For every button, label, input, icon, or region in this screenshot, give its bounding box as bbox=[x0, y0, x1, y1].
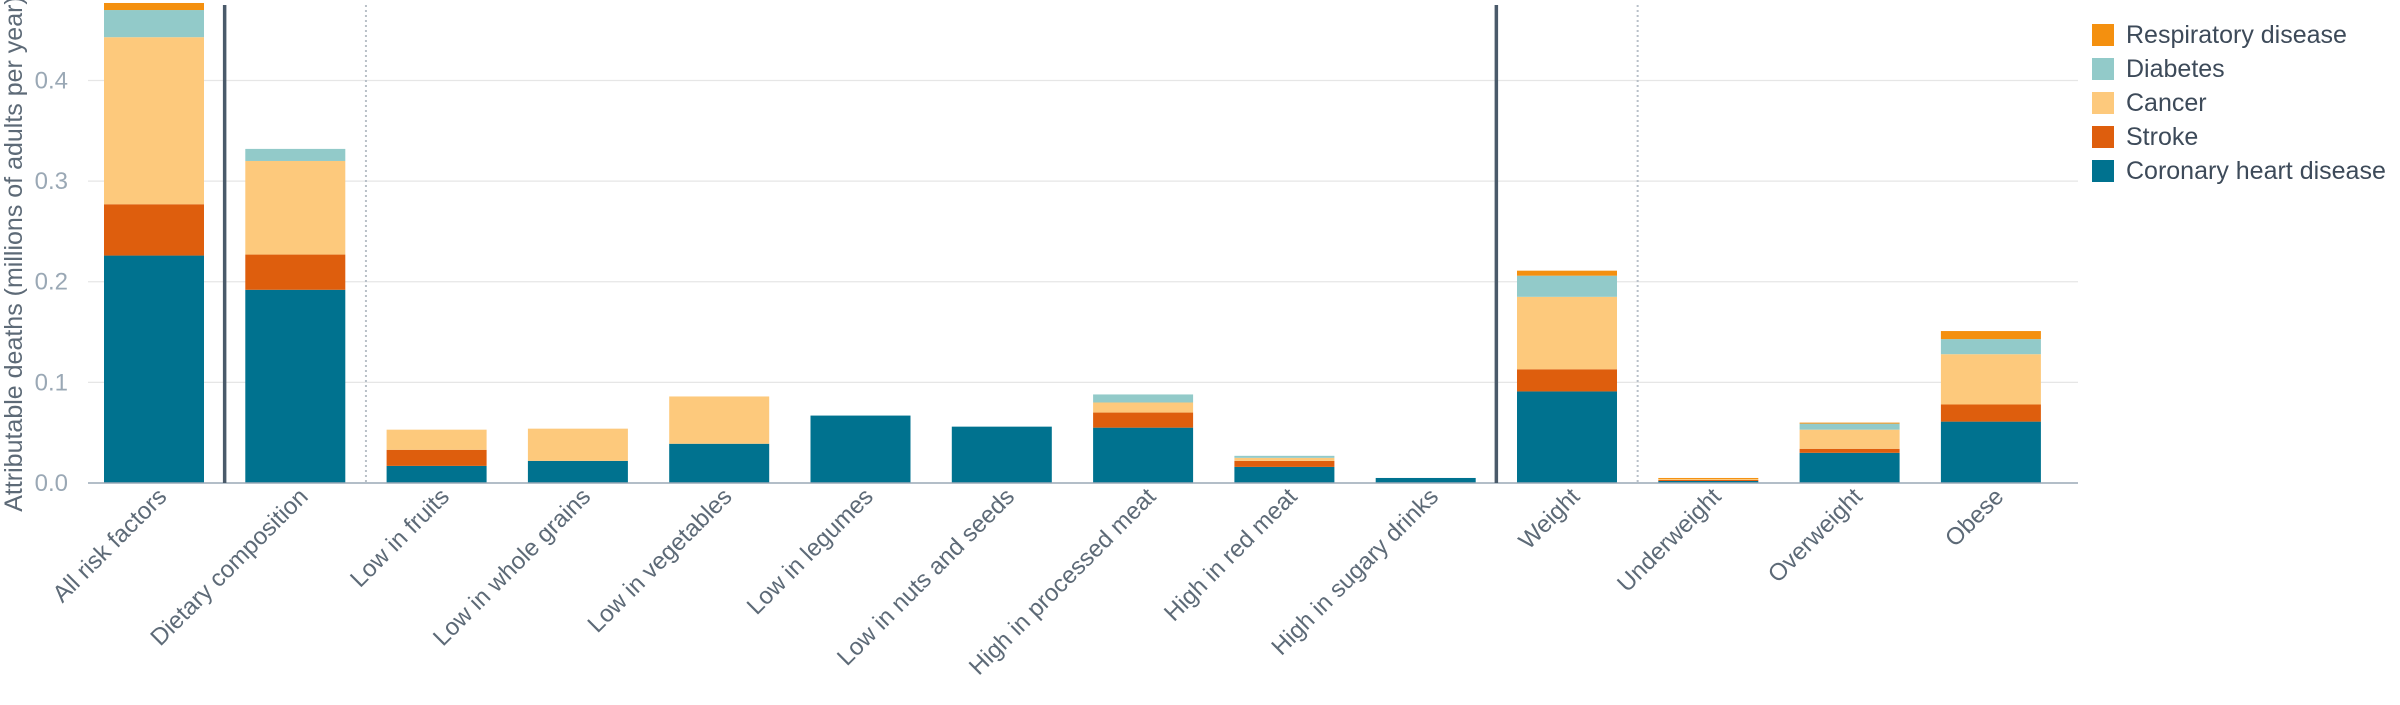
bar-segment bbox=[104, 10, 204, 38]
bar-segment bbox=[104, 255, 204, 483]
legend-label: Stroke bbox=[2126, 122, 2199, 151]
x-tick-label: Low in vegetables bbox=[582, 483, 737, 638]
legend-label: Cancer bbox=[2126, 88, 2207, 117]
bar-segment bbox=[1234, 455, 1335, 458]
bar-segment bbox=[1940, 354, 2041, 405]
bar-segment bbox=[1658, 479, 1759, 481]
bar-segment bbox=[386, 429, 487, 450]
bar-segment bbox=[1517, 270, 1617, 276]
y-tick-label: 0.4 bbox=[35, 67, 68, 94]
bar-segment bbox=[245, 160, 346, 255]
bar-segment bbox=[669, 443, 770, 483]
bar-segment bbox=[527, 428, 628, 461]
bar-segment bbox=[1093, 402, 1194, 413]
bar-segment bbox=[1940, 339, 2041, 355]
y-axis-title: Attributable deaths (millions of adults … bbox=[0, 0, 28, 512]
y-tick-label: 0.2 bbox=[35, 269, 68, 296]
bar-segment bbox=[810, 415, 911, 483]
legend-label: Respiratory disease bbox=[2126, 20, 2347, 49]
x-tick-label: Weight bbox=[1514, 483, 1586, 555]
bar-segment bbox=[1940, 421, 2041, 483]
bar-segment bbox=[669, 396, 770, 444]
legend-item: Coronary heart disease bbox=[2092, 154, 2386, 188]
bar-segment bbox=[245, 289, 346, 483]
bar-segment bbox=[245, 148, 346, 161]
bar-segment bbox=[1093, 427, 1194, 483]
legend-item: Respiratory disease bbox=[2092, 18, 2386, 52]
x-tick-label: Underweight bbox=[1612, 483, 1727, 598]
bar-segment bbox=[245, 254, 346, 290]
bar-segment bbox=[1517, 275, 1617, 297]
x-tick-label: Low in fruits bbox=[345, 483, 455, 593]
bar-segment bbox=[1799, 429, 1900, 449]
legend-label: Coronary heart disease bbox=[2126, 156, 2386, 185]
bar-segment bbox=[104, 204, 204, 256]
bar-segment bbox=[104, 37, 204, 205]
x-tick-label: Overweight bbox=[1763, 483, 1868, 588]
bar-segment bbox=[1375, 477, 1476, 483]
y-tick-label: 0.3 bbox=[35, 168, 68, 195]
legend-swatch bbox=[2092, 160, 2114, 182]
bar-segment bbox=[1658, 480, 1759, 483]
chart-legend: Respiratory disease Diabetes Cancer Stroke C… bbox=[2092, 18, 2386, 188]
bar-segment bbox=[1234, 466, 1335, 483]
x-tick-label: Obese bbox=[1940, 483, 2009, 552]
bar-segment bbox=[1093, 412, 1194, 428]
x-tick-label: Dietary composition bbox=[145, 483, 313, 651]
legend-label: Diabetes bbox=[2126, 54, 2225, 83]
y-tick-label: 0.1 bbox=[35, 369, 68, 396]
bar-segment bbox=[1234, 460, 1335, 467]
bar-segment bbox=[1799, 448, 1900, 453]
x-tick-label: Low in legumes bbox=[742, 483, 879, 620]
bar-segment bbox=[386, 465, 487, 483]
legend-swatch bbox=[2092, 126, 2114, 148]
legend-swatch bbox=[2092, 58, 2114, 80]
bar-segment bbox=[1799, 423, 1900, 430]
y-tick-label: 0.0 bbox=[35, 470, 68, 497]
x-tick-label: All risk factors bbox=[48, 483, 173, 608]
bar-segment bbox=[1658, 478, 1759, 480]
bar-segment bbox=[386, 449, 487, 466]
bar-segment bbox=[1517, 391, 1617, 483]
bar-segment bbox=[1940, 331, 2041, 340]
x-tick-label: High in red meat bbox=[1159, 483, 1303, 627]
legend-item: Stroke bbox=[2092, 120, 2386, 154]
bar-segment bbox=[951, 426, 1052, 483]
bar-segment bbox=[1799, 422, 1900, 424]
bar-segment bbox=[1517, 296, 1617, 370]
legend-swatch bbox=[2092, 92, 2114, 114]
x-tick-label: Low in whole grains bbox=[428, 483, 596, 651]
bar-segment bbox=[1799, 452, 1900, 483]
bar-segment bbox=[1234, 457, 1335, 461]
bar-segment bbox=[1940, 404, 2041, 422]
bar-segment bbox=[1658, 477, 1759, 479]
bar-segment bbox=[104, 2, 204, 11]
legend-swatch bbox=[2092, 24, 2114, 46]
legend-item: Diabetes bbox=[2092, 52, 2386, 86]
bar-segment bbox=[1093, 394, 1194, 403]
bar-segment bbox=[527, 460, 628, 483]
bar-segment bbox=[1517, 369, 1617, 392]
legend-item: Cancer bbox=[2092, 86, 2386, 120]
